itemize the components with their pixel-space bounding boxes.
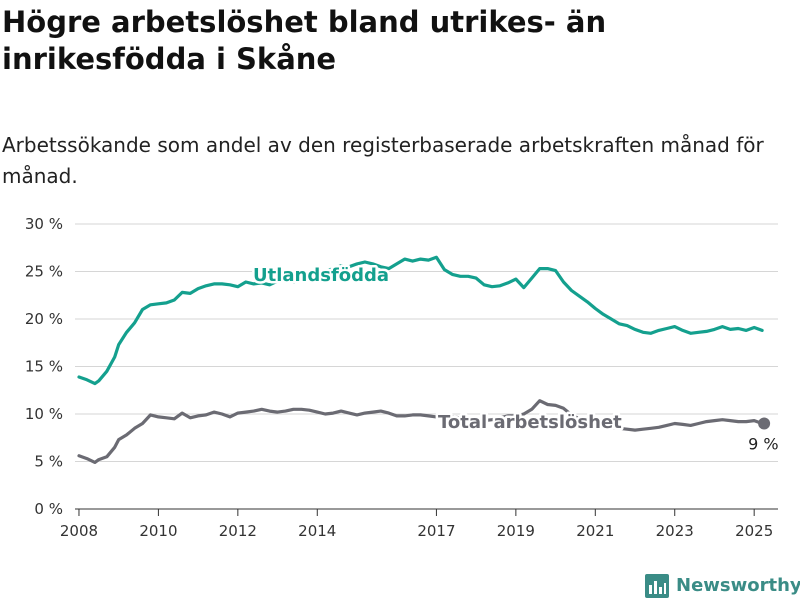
- utlandsfodda-label: Utlandsfödda: [253, 265, 389, 286]
- x-tick-label: 2025: [735, 522, 773, 540]
- y-tick-label: 30 %: [25, 215, 63, 233]
- total-line: [77, 399, 764, 464]
- brand-name: Newsworthy: [676, 574, 800, 596]
- y-tick-label: 20 %: [25, 310, 63, 328]
- chart-subtitle: Arbetssökande som andel av den registerb…: [2, 133, 764, 188]
- y-tick-label: 5 %: [34, 453, 63, 471]
- newsworthy-logo: Newsworthy: [645, 570, 800, 600]
- y-tick-label: 25 %: [25, 263, 63, 281]
- x-tick-label: 2019: [497, 522, 535, 540]
- y-axis: 0 % 5 % 10 % 15 % 20 % 25 % 30 %: [25, 215, 63, 518]
- y-tick-label: 15 %: [25, 358, 63, 376]
- bar-chart-icon: [645, 574, 669, 598]
- x-tick-label: 2023: [656, 522, 694, 540]
- x-tick-label: 2010: [139, 522, 177, 540]
- end-value-label: 9 %: [748, 435, 778, 454]
- x-tick-label: 2012: [219, 522, 257, 540]
- x-tick-label: 2014: [298, 522, 336, 540]
- utlandsfodda-label-halo: Utlandsfödda: [253, 265, 389, 286]
- y-tick-label: 0 %: [34, 500, 63, 518]
- grid-lines: [75, 223, 778, 462]
- total-label-halo: Total arbetslöshet: [438, 412, 622, 433]
- x-tick-label: 2017: [417, 522, 455, 540]
- x-axis: 2008 2010 2012 2014 2017 2019 2021 2023 2025: [60, 508, 778, 540]
- x-tick-label: 2021: [576, 522, 614, 540]
- series-lines: [77, 255, 764, 464]
- y-tick-label: 10 %: [25, 405, 63, 423]
- x-tick-label: 2008: [60, 522, 98, 540]
- chart-title: Högre arbetslöshet bland utrikes- än inr…: [2, 5, 607, 76]
- total-label: Total arbetslöshet: [438, 412, 622, 433]
- utlandsfodda-line: [77, 255, 764, 386]
- end-point-marker: [758, 417, 771, 430]
